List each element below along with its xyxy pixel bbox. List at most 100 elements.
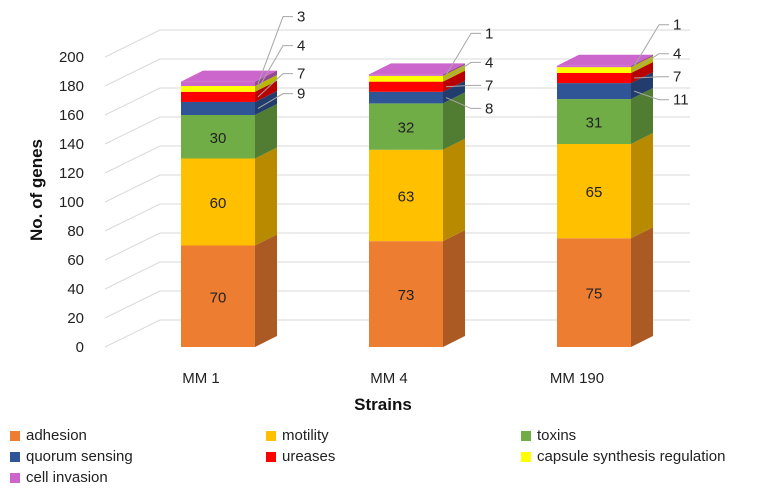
bar-segment-capsule-synthesis-regulation xyxy=(369,75,443,82)
gridline xyxy=(104,29,690,58)
bar-side-adhesion xyxy=(443,230,465,347)
legend-label: quorum sensing xyxy=(26,448,133,465)
leader-line xyxy=(633,24,669,67)
legend-label: adhesion xyxy=(26,427,87,444)
y-tick-label: 20 xyxy=(67,310,84,327)
legend-item: toxins xyxy=(521,427,576,444)
bar-side-motility xyxy=(443,138,465,242)
bar-side-ureases xyxy=(255,80,277,102)
bar-segment-ureases xyxy=(181,91,255,102)
legend-label: toxins xyxy=(537,427,577,444)
bar-segment-capsule-synthesis-regulation xyxy=(557,67,631,73)
legend-item: motility xyxy=(266,427,329,444)
data-label: 4 xyxy=(297,38,305,55)
y-tick-label: 140 xyxy=(59,136,84,153)
bar-side-cell-invasion xyxy=(443,63,465,76)
legend-label: cell invasion xyxy=(26,469,108,486)
leader-line xyxy=(257,45,293,90)
data-label: 63 xyxy=(398,188,415,205)
legend-item: ureases xyxy=(266,448,335,465)
bar-side-adhesion xyxy=(631,227,653,347)
gridline xyxy=(104,87,690,116)
bar-segment-motility xyxy=(181,158,255,246)
y-tick-label: 60 xyxy=(67,252,84,269)
data-label: 3 xyxy=(297,9,305,26)
gridline xyxy=(104,145,690,174)
data-label: 7 xyxy=(485,77,493,94)
gridline xyxy=(104,290,690,319)
x-tick-label: MM 190 xyxy=(550,370,604,387)
data-label: 1 xyxy=(485,25,493,42)
legend-swatch xyxy=(10,472,20,483)
gridlines xyxy=(104,29,690,348)
legend-item: capsule synthesis regulation xyxy=(521,448,725,465)
data-label: 30 xyxy=(210,130,227,147)
leader-line xyxy=(445,84,481,88)
bar-segment-motility xyxy=(369,149,443,242)
leader-line xyxy=(445,97,481,109)
bar-side-toxins xyxy=(631,88,653,144)
bar-segment-quorum-sensing xyxy=(181,101,255,115)
legend-swatch xyxy=(10,430,20,441)
leader-line xyxy=(633,76,669,79)
bar-segment-ureases xyxy=(369,81,443,92)
bar-segment-cell-invasion xyxy=(557,65,631,68)
bar-side-motility xyxy=(255,147,277,246)
legend-label: ureases xyxy=(282,448,336,465)
legend-swatch xyxy=(521,451,531,462)
legend-swatch xyxy=(266,451,276,462)
leader-line xyxy=(633,53,669,71)
bar-side-cell-invasion xyxy=(255,70,277,86)
x-tick-label: MM 1 xyxy=(182,370,220,387)
bar-side-motility xyxy=(631,133,653,239)
bar-segment-toxins xyxy=(557,99,631,144)
x-tick-label: MM 4 xyxy=(370,370,408,387)
leader-line xyxy=(445,61,481,80)
data-label: 75 xyxy=(586,286,603,303)
data-label: 7 xyxy=(673,69,681,86)
bar-side-toxins xyxy=(255,104,277,159)
gridline xyxy=(104,261,690,290)
legend-swatch xyxy=(521,430,531,441)
bar-segment-capsule-synthesis-regulation xyxy=(181,86,255,92)
x-axis-categories: MM 1 MM 4 MM 190 xyxy=(182,370,604,387)
gridline xyxy=(104,203,690,232)
leader-line xyxy=(257,73,293,98)
bar-top xyxy=(557,54,653,66)
gridline xyxy=(104,174,690,203)
bar-segment-quorum-sensing xyxy=(369,91,443,104)
bar-side-cell-invasion xyxy=(631,54,653,68)
x-axis-title: Strains xyxy=(354,395,412,414)
leader-line xyxy=(445,32,481,76)
bar-segment-cell-invasion xyxy=(369,74,443,76)
bar-segment-toxins xyxy=(181,115,255,159)
bar-segment-adhesion xyxy=(369,241,443,347)
data-label: 31 xyxy=(586,115,603,132)
data-label: 70 xyxy=(210,289,227,306)
y-tick-label: 200 xyxy=(59,49,84,66)
legend-swatch xyxy=(10,451,20,462)
legend-label: motility xyxy=(282,427,329,444)
y-tick-label: 0 xyxy=(76,339,84,356)
bar-side-toxins xyxy=(443,92,465,150)
data-label: 4 xyxy=(673,46,681,63)
data-label: 7 xyxy=(297,66,305,83)
data-label: 11 xyxy=(673,92,689,109)
bar-top xyxy=(369,63,465,75)
bar-top xyxy=(181,70,277,82)
y-tick-label: 100 xyxy=(59,194,84,211)
bar-side-adhesion xyxy=(255,234,277,347)
bar-segment-ureases xyxy=(557,72,631,84)
leader-line xyxy=(633,90,669,101)
y-tick-label: 40 xyxy=(67,281,84,298)
y-axis-ticks: 0 20 40 60 80 100 120 140 160 180 200 xyxy=(59,49,84,356)
data-label: 65 xyxy=(586,184,603,201)
bar-segment-cell-invasion xyxy=(181,81,255,86)
y-tick-label: 180 xyxy=(59,78,84,95)
y-tick-label: 160 xyxy=(59,107,84,124)
leader-line xyxy=(257,93,293,109)
gridline xyxy=(104,58,690,87)
y-tick-label: 80 xyxy=(67,223,84,240)
gridline xyxy=(104,319,690,348)
